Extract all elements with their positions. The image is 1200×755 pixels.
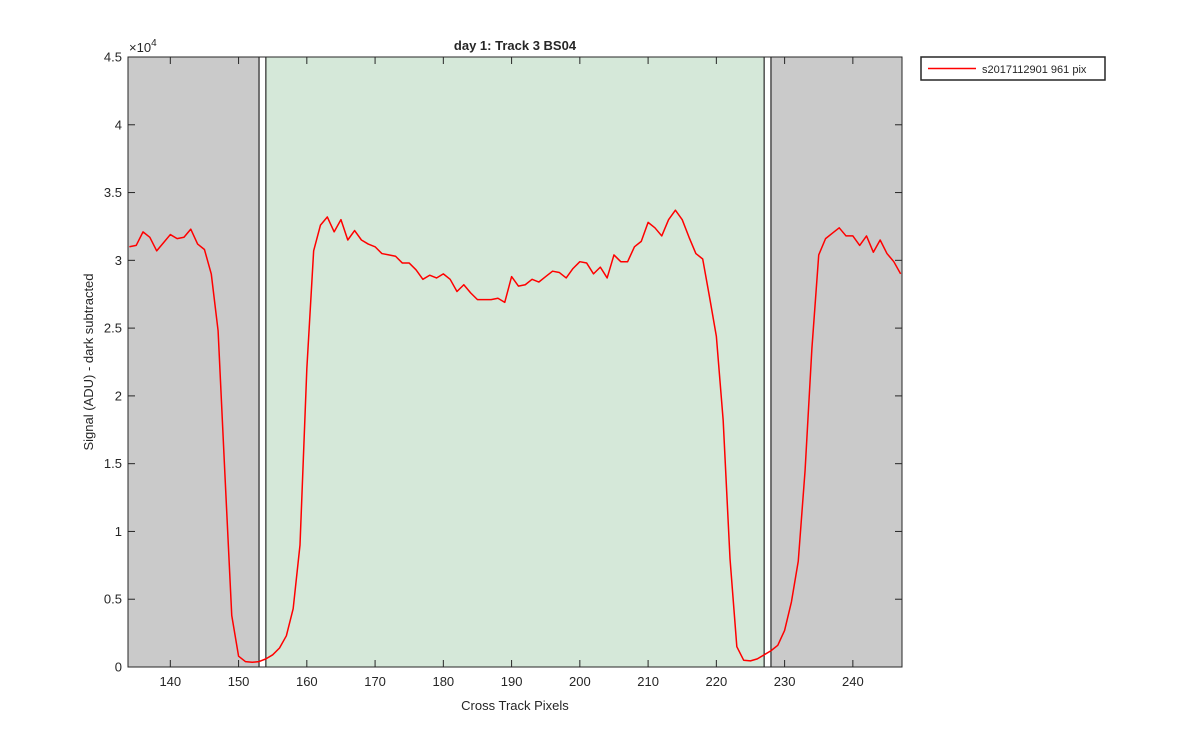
x-tick-label: 240 xyxy=(842,674,864,689)
x-axis-label: Cross Track Pixels xyxy=(461,698,569,713)
x-tick-label: 140 xyxy=(159,674,181,689)
y-exponent-label: ×104 xyxy=(129,38,157,55)
shaded-region xyxy=(265,57,765,667)
y-exponent-base: ×10 xyxy=(129,40,151,55)
series-lines xyxy=(129,209,902,664)
y-tick-label: 2 xyxy=(115,388,122,403)
y-tick-label: 3.5 xyxy=(104,185,122,200)
y-tick-labels: 0 0.5 1 1.5 2 2.5 3 3.5 4 4.5 xyxy=(104,50,122,675)
y-tick-label: 4.5 xyxy=(104,50,122,65)
boundary-marker xyxy=(763,56,772,668)
y-tick-label: 1 xyxy=(115,524,122,539)
x-tick-label: 210 xyxy=(637,674,659,689)
legend: s2017112901 961 pix xyxy=(920,56,1106,81)
y-tick-label: 0.5 xyxy=(104,592,122,607)
x-tick-label: 200 xyxy=(569,674,591,689)
y-tick-label: 4 xyxy=(115,117,122,132)
axes-frame xyxy=(127,56,903,668)
y-tick-label: 2.5 xyxy=(104,321,122,336)
y-tick-label: 0 xyxy=(115,660,122,675)
x-tick-label: 220 xyxy=(705,674,727,689)
y-tick-label: 1.5 xyxy=(104,456,122,471)
x-tick-label: 190 xyxy=(501,674,523,689)
series-line xyxy=(129,209,902,664)
boundary-marker xyxy=(258,56,267,668)
shaded-region xyxy=(770,57,902,667)
shaded-region xyxy=(128,57,260,667)
chart-title: day 1: Track 3 BS04 xyxy=(454,38,577,53)
x-tick-label: 230 xyxy=(774,674,796,689)
x-tick-label: 180 xyxy=(432,674,454,689)
x-tick-labels: 140 150 160 170 180 190 200 210 220 230 240 xyxy=(159,674,863,689)
x-tick-label: 170 xyxy=(364,674,386,689)
x-tick-label: 160 xyxy=(296,674,318,689)
y-tick-label: 3 xyxy=(115,253,122,268)
legend-box xyxy=(920,56,1106,81)
shaded-regions xyxy=(128,56,902,668)
y-exponent-power: 4 xyxy=(151,38,157,49)
legend-label: s2017112901 961 pix xyxy=(982,64,1087,76)
y-axis-label: Signal (ADU) - dark subtracted xyxy=(81,273,96,450)
x-tick-label: 150 xyxy=(228,674,250,689)
